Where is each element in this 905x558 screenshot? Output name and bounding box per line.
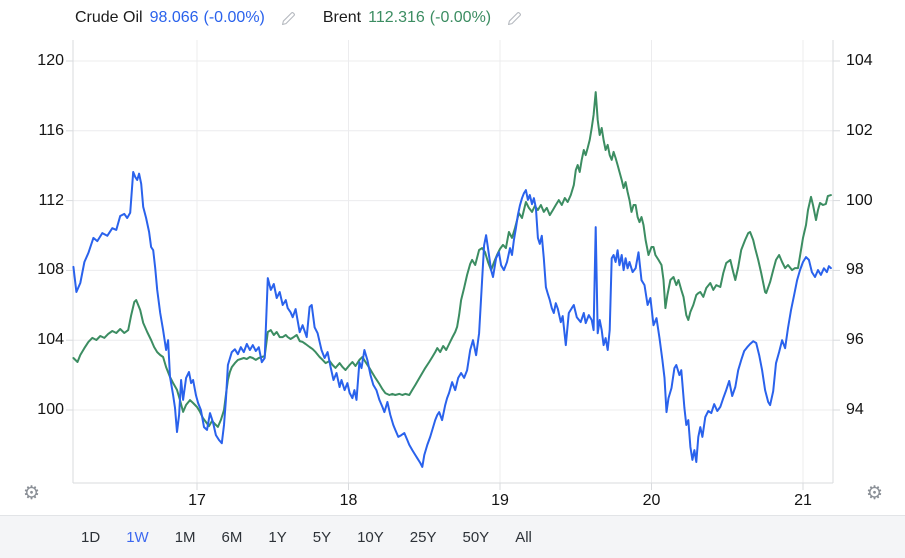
range-toolbar: 1D 1W 1M 6M 1Y 5Y 10Y 25Y 50Y All [0, 515, 905, 558]
range-button-1d[interactable]: 1D [81, 528, 101, 546]
left-axis-label: 120 [37, 52, 64, 69]
range-button-1y[interactable]: 1Y [268, 528, 287, 546]
right-axis-label: 94 [846, 401, 864, 418]
range-button-50y[interactable]: 50Y [462, 528, 490, 546]
left-axis-label: 104 [37, 331, 64, 349]
right-axis-label: 98 [846, 261, 864, 279]
x-axis-label: 18 [339, 492, 358, 509]
left-axis-label: 116 [38, 121, 64, 139]
edit-crude-oil-icon[interactable] [280, 10, 297, 27]
brent-change: (-0.00%) [429, 9, 492, 26]
price-chart[interactable] [0, 0, 905, 515]
left-axis-label: 112 [38, 191, 64, 209]
right-axis-label: 96 [846, 331, 864, 349]
right-axis-label: 100 [846, 191, 873, 209]
x-axis-label: 20 [642, 492, 661, 509]
range-button-6m[interactable]: 6M [221, 528, 243, 546]
x-axis-label: 21 [794, 492, 812, 509]
x-axis-label: 17 [188, 492, 206, 509]
left-axis-label: 100 [37, 401, 64, 418]
crude-oil-legend-name: Crude Oil [75, 9, 143, 26]
brent-line [72, 91, 832, 428]
left-axis-label: 108 [37, 261, 64, 279]
left-axis-settings-gear-icon[interactable]: ⚙ [23, 483, 41, 504]
range-button-5y[interactable]: 5Y [312, 528, 332, 546]
x-axis-label: 19 [491, 492, 509, 509]
range-button-10y[interactable]: 10Y [357, 528, 384, 546]
brent-legend-name: Brent [322, 9, 362, 26]
chart-legend: Crude Oil 98.066 (-0.00%) Brent 112.316 … [75, 9, 549, 27]
range-button-all[interactable]: All [515, 528, 532, 546]
range-button-25y[interactable]: 25Y [409, 528, 437, 546]
right-axis-label: 104 [846, 52, 873, 69]
crude-oil-line [72, 171, 832, 468]
edit-brent-icon[interactable] [506, 10, 523, 27]
crude-oil-change: (-0.00%) [203, 9, 265, 26]
range-button-1m[interactable]: 1M [174, 528, 196, 546]
crude-oil-last-value: 98.066 [149, 9, 199, 26]
right-axis-settings-gear-icon[interactable]: ⚙ [866, 483, 884, 504]
range-button-1w[interactable]: 1W [126, 528, 149, 546]
right-axis-label: 102 [846, 121, 873, 139]
brent-last-value: 112.316 [368, 9, 425, 26]
